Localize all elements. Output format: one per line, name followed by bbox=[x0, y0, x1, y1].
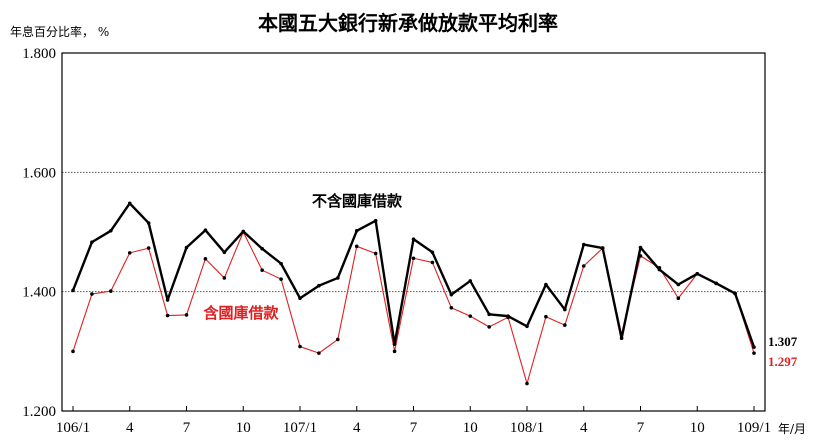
data-point-excluding-treasury bbox=[676, 282, 681, 287]
data-point-excluding-treasury bbox=[506, 314, 510, 318]
data-point-excluding-treasury bbox=[733, 291, 737, 296]
data-point-including-treasury bbox=[544, 314, 548, 319]
series-line-excluding-treasury bbox=[71, 202, 756, 348]
data-point-excluding-treasury bbox=[657, 267, 662, 272]
data-point-excluding-treasury bbox=[336, 276, 340, 280]
x-axis: 106/1 4 7 10 107/1 4 7 10 108/1 4 7 10 109/1 bbox=[56, 406, 771, 436]
data-point-excluding-treasury bbox=[354, 229, 359, 233]
data-point-including-treasury bbox=[336, 337, 340, 342]
x-tick-label: 7 bbox=[637, 420, 645, 436]
data-point-excluding-treasury bbox=[298, 296, 302, 301]
data-point-excluding-treasury bbox=[90, 240, 94, 244]
data-point-including-treasury bbox=[184, 313, 189, 317]
data-point-excluding-treasury bbox=[146, 221, 151, 225]
data-point-including-treasury bbox=[260, 268, 264, 272]
data-point-excluding-treasury bbox=[449, 292, 454, 297]
data-point-excluding-treasury bbox=[544, 282, 548, 287]
data-point-excluding-treasury bbox=[752, 345, 756, 349]
gridlines bbox=[62, 171, 765, 293]
x-tick-label: 4 bbox=[126, 420, 134, 436]
data-point-including-treasury bbox=[279, 277, 283, 281]
data-point-excluding-treasury bbox=[71, 288, 75, 293]
data-point-excluding-treasury bbox=[184, 245, 189, 250]
data-point-excluding-treasury bbox=[430, 250, 435, 255]
series-line-including-treasury bbox=[72, 231, 755, 385]
x-tick-label: 10 bbox=[236, 420, 251, 436]
end-value-label-including-treasury: 1.297 bbox=[768, 354, 798, 369]
data-point-including-treasury bbox=[373, 251, 378, 256]
data-point-including-treasury bbox=[638, 254, 643, 258]
x-tick-label: 4 bbox=[580, 420, 588, 436]
data-point-including-treasury bbox=[563, 323, 567, 327]
data-point-including-treasury bbox=[430, 260, 435, 265]
x-tick-label: 10 bbox=[463, 420, 478, 436]
x-tick-label: 7 bbox=[410, 420, 418, 436]
data-point-excluding-treasury bbox=[638, 245, 643, 250]
data-point-including-treasury bbox=[468, 314, 473, 318]
x-axis-unit-label: 年/月 bbox=[778, 422, 806, 436]
data-point-excluding-treasury bbox=[563, 307, 567, 312]
data-point-including-treasury bbox=[392, 349, 397, 354]
data-point-excluding-treasury bbox=[581, 242, 586, 247]
data-point-including-treasury bbox=[203, 257, 208, 261]
x-tick-label: 7 bbox=[183, 420, 191, 436]
data-point-including-treasury bbox=[222, 276, 227, 280]
x-tick-label: 4 bbox=[353, 420, 361, 436]
series-lines bbox=[71, 201, 756, 386]
data-point-including-treasury bbox=[71, 349, 75, 354]
data-point-excluding-treasury bbox=[127, 201, 132, 206]
data-point-excluding-treasury bbox=[165, 298, 170, 302]
data-point-including-treasury bbox=[354, 244, 359, 249]
data-point-including-treasury bbox=[619, 332, 624, 337]
data-point-including-treasury bbox=[317, 351, 321, 355]
data-point-including-treasury bbox=[449, 305, 454, 310]
y-tick-label: 1.200 bbox=[22, 404, 56, 420]
data-point-including-treasury bbox=[411, 256, 416, 261]
data-point-including-treasury bbox=[90, 292, 94, 296]
x-tick-label: 107/1 bbox=[283, 420, 317, 436]
data-point-excluding-treasury bbox=[109, 229, 113, 233]
series-label-including-treasury: 含國庫借款 bbox=[203, 304, 279, 322]
data-point-including-treasury bbox=[525, 381, 529, 386]
data-point-excluding-treasury bbox=[619, 336, 624, 341]
data-point-excluding-treasury bbox=[487, 312, 491, 317]
data-point-including-treasury bbox=[109, 289, 113, 293]
data-point-excluding-treasury bbox=[392, 342, 397, 346]
data-point-excluding-treasury bbox=[203, 228, 208, 233]
data-point-including-treasury bbox=[752, 351, 756, 355]
data-point-excluding-treasury bbox=[279, 261, 283, 266]
data-point-excluding-treasury bbox=[241, 229, 246, 234]
data-point-excluding-treasury bbox=[373, 218, 378, 223]
chart-title: 本國五大銀行新承做放款平均利率 bbox=[258, 11, 558, 35]
data-point-including-treasury bbox=[581, 264, 586, 268]
y-axis-unit-label: 年息百分比率， % bbox=[10, 24, 109, 39]
data-point-excluding-treasury bbox=[411, 237, 416, 241]
y-tick-label: 1.600 bbox=[22, 165, 56, 181]
y-tick-label: 1.400 bbox=[22, 285, 56, 301]
series-label-excluding-treasury: 不含國庫借款 bbox=[312, 192, 403, 210]
data-point-including-treasury bbox=[298, 344, 302, 349]
data-point-including-treasury bbox=[127, 251, 132, 255]
data-point-excluding-treasury bbox=[222, 250, 227, 255]
x-tick-label: 10 bbox=[690, 420, 705, 436]
y-axis: 1.200 1.400 1.600 1.800 bbox=[22, 46, 56, 420]
x-tick-label: 106/1 bbox=[56, 420, 90, 436]
x-tick-label: 108/1 bbox=[510, 420, 544, 436]
data-point-excluding-treasury bbox=[317, 283, 321, 288]
data-point-excluding-treasury bbox=[468, 279, 473, 283]
data-point-excluding-treasury bbox=[714, 281, 718, 286]
data-point-including-treasury bbox=[165, 313, 170, 318]
data-point-excluding-treasury bbox=[525, 324, 529, 329]
y-tick-label: 1.800 bbox=[22, 46, 56, 62]
end-value-label-excluding-treasury: 1.307 bbox=[768, 334, 798, 349]
data-point-excluding-treasury bbox=[600, 246, 605, 250]
data-point-including-treasury bbox=[146, 246, 151, 250]
data-point-including-treasury bbox=[676, 296, 681, 301]
data-point-excluding-treasury bbox=[260, 246, 264, 251]
data-point-including-treasury bbox=[487, 325, 491, 329]
plot-area-frame bbox=[61, 52, 766, 412]
x-tick-label: 109/1 bbox=[737, 420, 771, 436]
data-point-excluding-treasury bbox=[695, 271, 700, 276]
